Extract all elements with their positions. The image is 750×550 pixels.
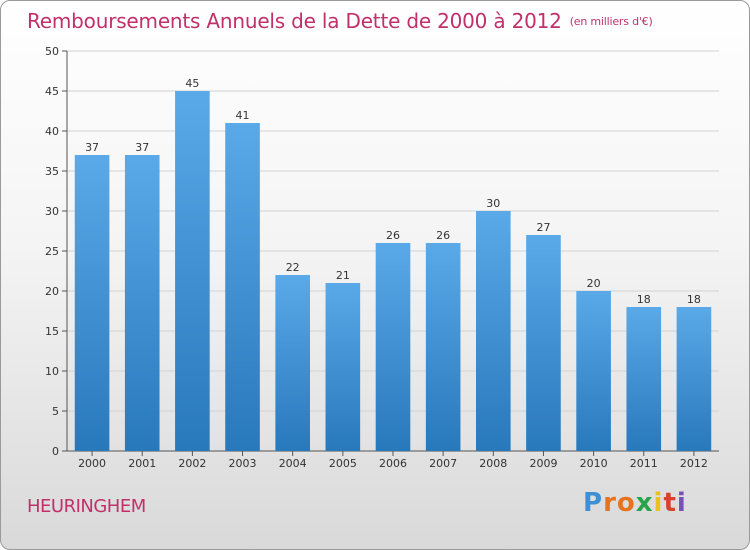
bar-2003 (225, 123, 260, 451)
bar-2005 (325, 283, 361, 451)
value-label-2009: 27 (536, 221, 550, 234)
value-label-2003: 41 (236, 109, 250, 122)
bars (74, 91, 712, 451)
value-label-2004: 22 (286, 261, 300, 274)
bar-2010 (576, 291, 611, 451)
x-tick-label-2003: 2003 (229, 457, 257, 470)
logo-letter: r (603, 488, 617, 518)
y-tick-label: 35 (45, 165, 59, 178)
x-tick-label-2000: 2000 (78, 457, 106, 470)
x-tick-label-2009: 2009 (529, 457, 557, 470)
x-tick-label-2005: 2005 (329, 457, 357, 470)
logo-letter: x (635, 488, 654, 518)
bar-2000 (74, 155, 110, 451)
proxiti-logo: Proxiti (583, 488, 687, 518)
y-tick-label: 20 (45, 285, 59, 298)
value-label-2007: 26 (436, 229, 450, 242)
bar-2007 (425, 243, 461, 451)
x-tick-label-2006: 2006 (379, 457, 407, 470)
bar-2009 (526, 235, 561, 451)
chart-title-text: Remboursements Annuels de la Dette de 20… (27, 9, 562, 33)
value-label-2006: 26 (386, 229, 400, 242)
x-tick-label-2002: 2002 (178, 457, 206, 470)
commune-name: HEURINGHEM (27, 496, 146, 517)
value-label-2000: 37 (85, 141, 99, 154)
bar-2011 (626, 307, 662, 451)
bar-2004 (275, 275, 310, 451)
bar-2001 (124, 155, 160, 451)
value-label-2010: 20 (587, 277, 601, 290)
bar-2002 (175, 91, 210, 451)
logo-letter: o (616, 488, 636, 518)
y-tick-label: 15 (45, 325, 59, 338)
x-tick-label-2001: 2001 (128, 457, 156, 470)
y-tick-label: 50 (45, 45, 59, 58)
value-label-2012: 18 (687, 293, 701, 306)
value-label-2002: 45 (185, 77, 199, 90)
y-tick-label: 10 (45, 365, 59, 378)
bar-2012 (676, 307, 712, 451)
x-tick-label-2008: 2008 (479, 457, 507, 470)
labels: 0 5 10 15 20 25 30 35 40 45 50 37 2000 37 2001 45 2002 41… (45, 45, 708, 470)
logo-letter: i (676, 488, 687, 518)
y-tick-label: 25 (45, 245, 59, 258)
logo-letter: i (653, 488, 664, 518)
value-label-2011: 18 (637, 293, 651, 306)
value-label-2008: 30 (486, 197, 500, 210)
x-tick-label-2010: 2010 (580, 457, 608, 470)
logo-letter: t (663, 488, 677, 518)
x-tick-label-2007: 2007 (429, 457, 457, 470)
y-tick-label: 40 (45, 125, 59, 138)
value-label-2005: 21 (336, 269, 350, 282)
x-tick-label-2011: 2011 (630, 457, 658, 470)
x-tick-label-2004: 2004 (279, 457, 307, 470)
value-label-2001: 37 (135, 141, 149, 154)
y-tick-label: 30 (45, 205, 59, 218)
logo-letter: P (583, 488, 604, 518)
chart-subtitle: (en milliers d'€) (569, 15, 653, 28)
y-tick-label: 0 (52, 445, 59, 458)
y-tick-label: 5 (52, 405, 59, 418)
bar-2006 (375, 243, 411, 451)
chart-title: Remboursements Annuels de la Dette de 20… (27, 9, 653, 33)
bar-2008 (476, 211, 511, 451)
x-tick-label-2012: 2012 (680, 457, 708, 470)
y-tick-label: 45 (45, 85, 59, 98)
